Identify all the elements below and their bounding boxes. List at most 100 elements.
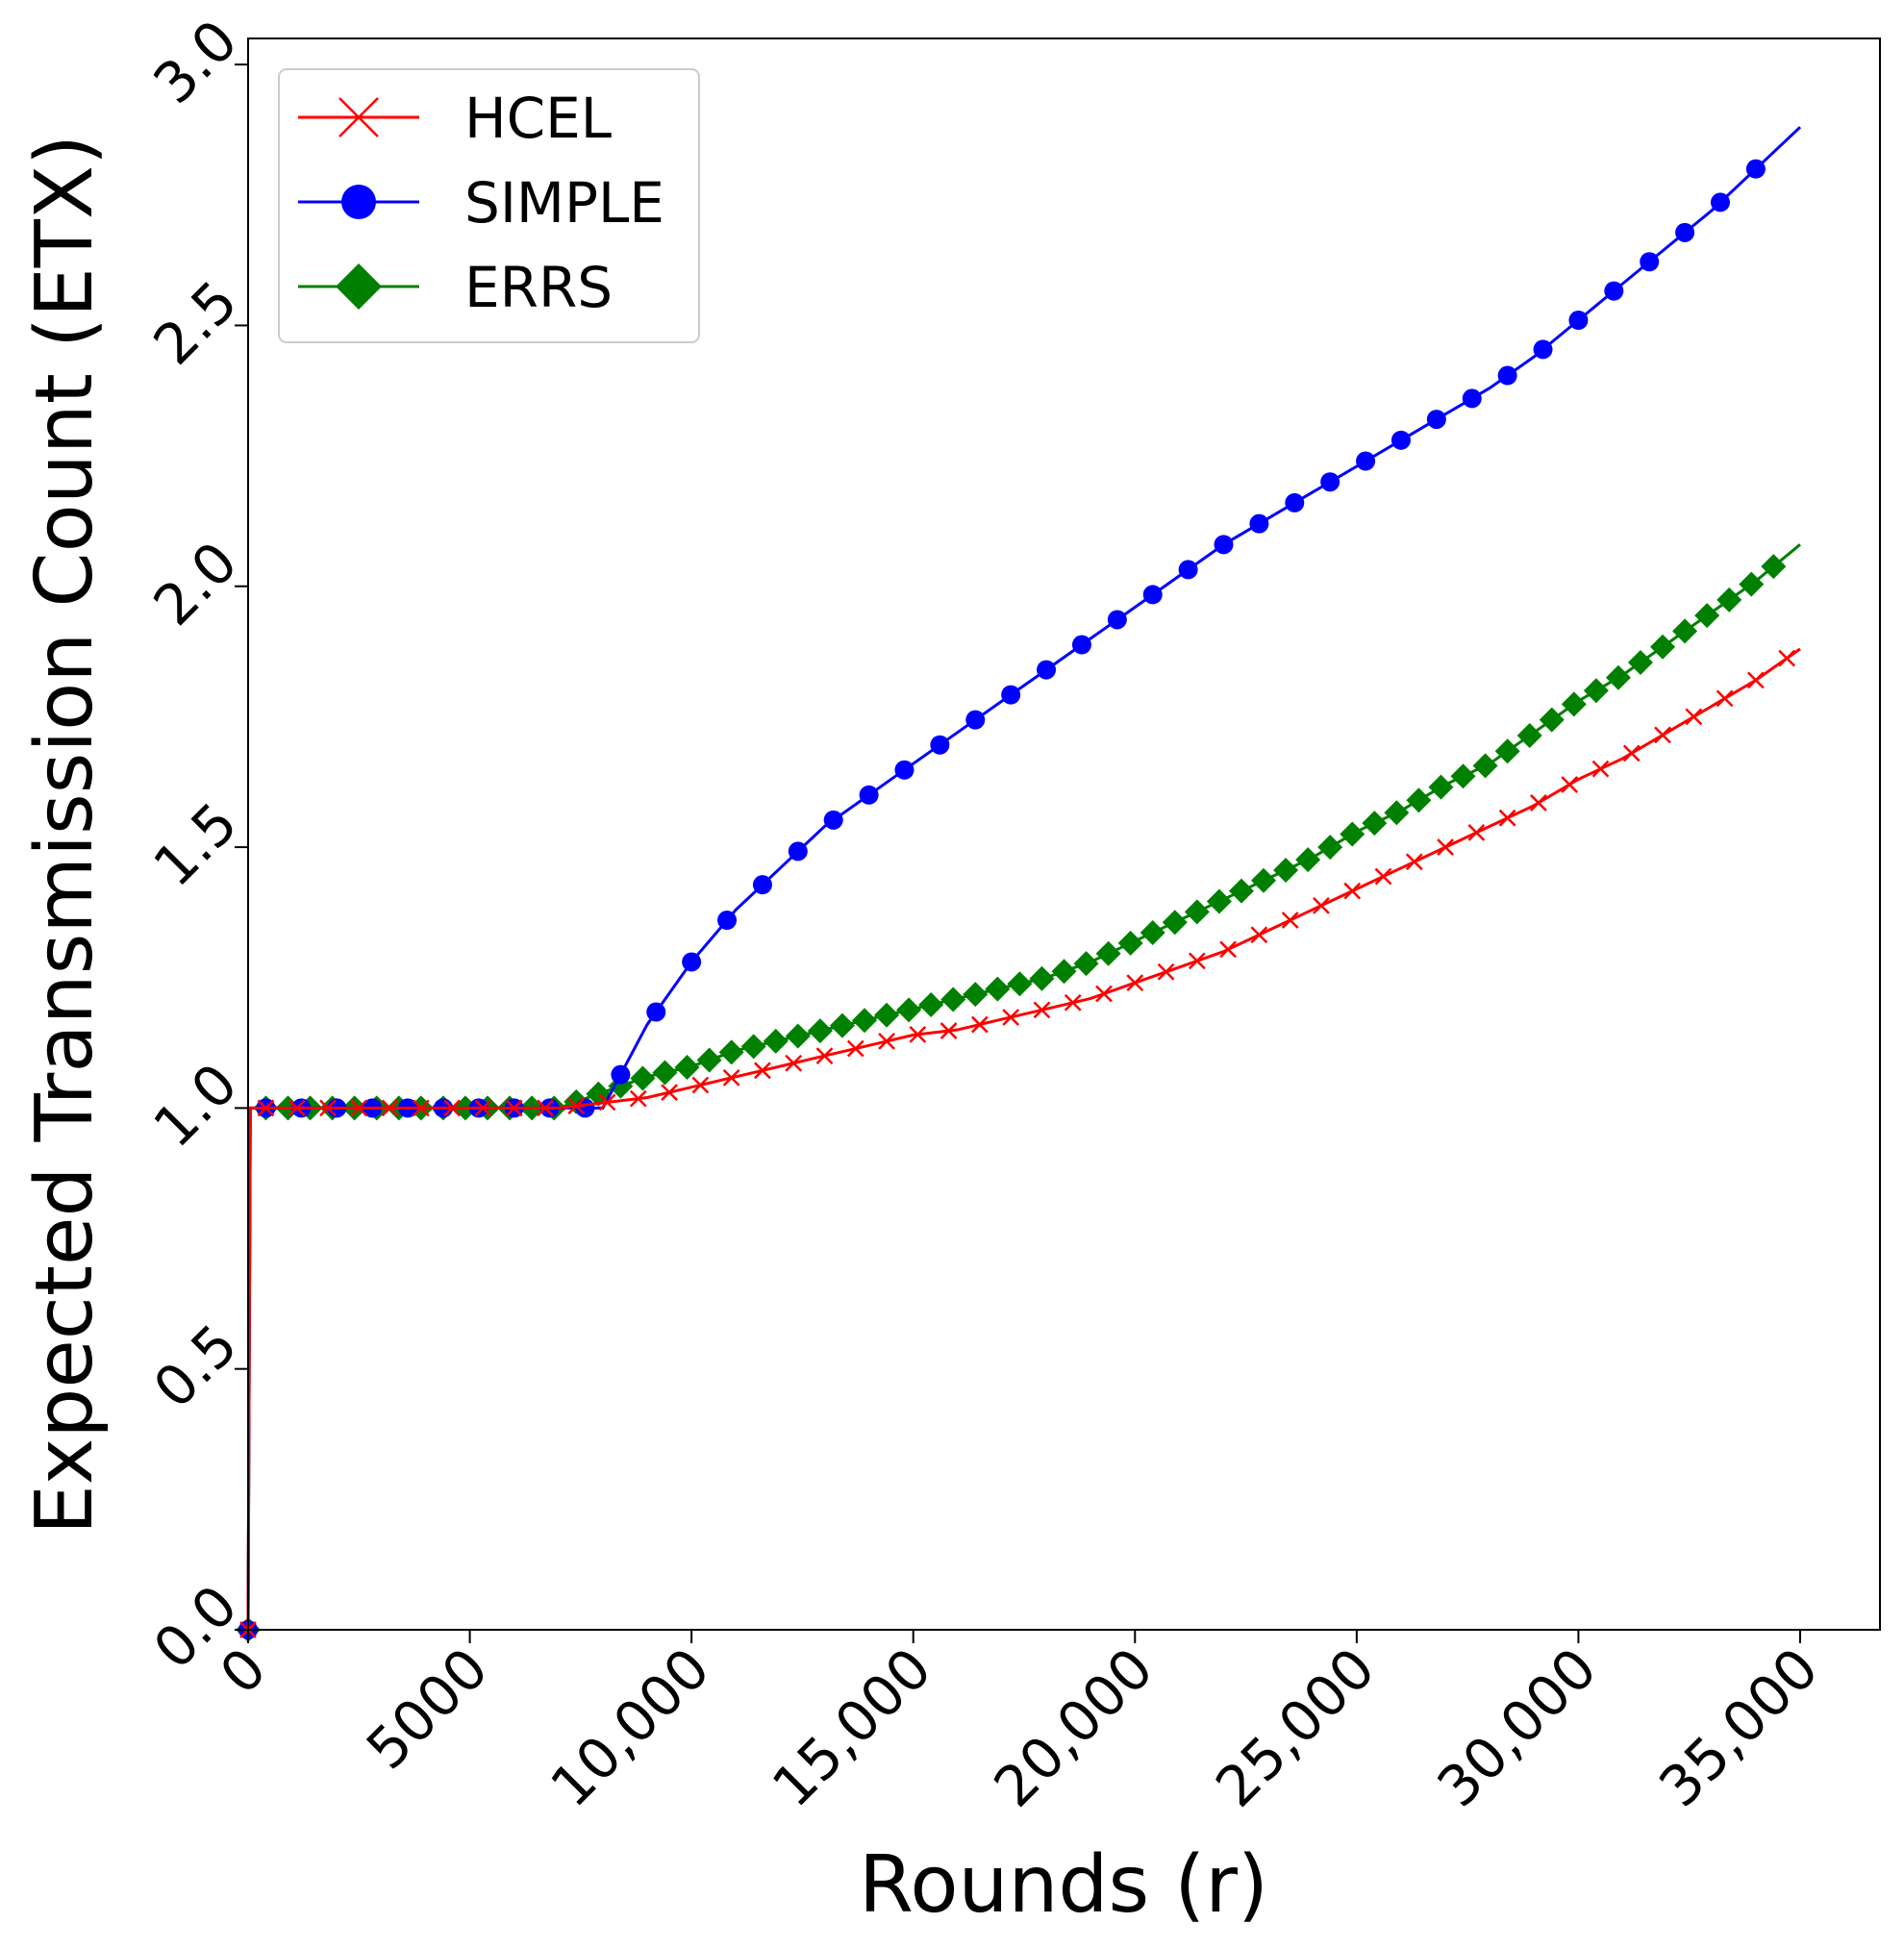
data-point xyxy=(1140,920,1165,946)
y-axis-title: Expected Transmission Count (ETX) xyxy=(19,135,111,1535)
data-point xyxy=(1604,281,1624,301)
data-point xyxy=(1672,618,1698,644)
data-point xyxy=(829,1012,855,1038)
data-point xyxy=(788,841,808,862)
data-point xyxy=(1317,835,1343,861)
data-point xyxy=(1384,800,1410,826)
data-point xyxy=(859,785,879,805)
data-point xyxy=(785,1023,811,1049)
data-point xyxy=(1498,809,1516,827)
data-point xyxy=(567,1097,586,1115)
data-point xyxy=(1095,940,1121,966)
data-point xyxy=(963,982,989,1008)
data-point xyxy=(646,1002,666,1022)
data-point xyxy=(896,997,922,1023)
data-point xyxy=(1362,811,1388,837)
data-point xyxy=(1374,867,1392,886)
data-point xyxy=(1206,888,1232,914)
data-point xyxy=(1650,634,1676,660)
legend-entry-errs: ERRS xyxy=(298,255,613,320)
data-point xyxy=(696,1047,722,1073)
data-point xyxy=(1561,776,1579,793)
data-point xyxy=(1071,635,1091,655)
data-point xyxy=(1426,410,1446,430)
data-point xyxy=(1746,671,1765,689)
x-tick-label: 5000 xyxy=(354,1636,500,1782)
legend-box xyxy=(278,68,700,343)
legend-label: ERRS xyxy=(464,255,613,320)
data-point xyxy=(505,1099,523,1117)
data-point xyxy=(1428,774,1454,800)
data-point xyxy=(1002,1009,1020,1026)
y-tick-label: 3.0 xyxy=(141,8,250,116)
data-point xyxy=(1107,610,1127,630)
data-point xyxy=(1450,763,1476,789)
legend-marker xyxy=(336,263,382,310)
data-point xyxy=(930,735,950,755)
x-tick-label: 35,000 xyxy=(1646,1636,1831,1820)
data-point xyxy=(846,1039,864,1058)
data-point xyxy=(1285,492,1305,512)
data-point xyxy=(1739,571,1765,597)
data-point xyxy=(1117,930,1143,956)
data-point xyxy=(1033,1001,1051,1019)
data-point xyxy=(1184,899,1210,925)
data-point xyxy=(1778,649,1796,667)
data-point xyxy=(1654,726,1671,744)
data-point xyxy=(629,1089,647,1108)
y-axis-ticks: 0.00.51.01.52.02.53.0 xyxy=(141,8,250,1682)
legend-label: SIMPLE xyxy=(464,170,664,236)
data-point xyxy=(1250,926,1268,944)
data-point xyxy=(909,1025,927,1043)
data-point xyxy=(740,1034,766,1060)
data-point xyxy=(940,987,966,1012)
legend-label: HCEL xyxy=(464,86,612,151)
data-point xyxy=(874,1002,900,1028)
data-point xyxy=(661,1084,678,1101)
data-point xyxy=(763,1028,789,1054)
data-point xyxy=(894,760,914,780)
x-tick-label: 30,000 xyxy=(1425,1636,1610,1820)
data-point xyxy=(1406,787,1432,813)
data-point xyxy=(257,1099,275,1117)
x-axis-title: Rounds (r) xyxy=(859,1839,1268,1931)
data-point xyxy=(1249,513,1269,534)
data-point xyxy=(1390,430,1411,450)
x-tick-label: 10,000 xyxy=(538,1636,722,1820)
data-point xyxy=(674,1055,700,1081)
data-point xyxy=(1591,760,1610,778)
x-tick-label: 20,000 xyxy=(982,1636,1166,1820)
y-tick-label: 2.0 xyxy=(141,529,250,637)
data-point xyxy=(1568,311,1589,331)
data-point xyxy=(815,1047,834,1064)
data-point xyxy=(754,1062,771,1080)
data-point xyxy=(717,911,738,931)
data-point xyxy=(1472,753,1498,779)
data-point xyxy=(1516,722,1542,748)
y-tick-label: 1.5 xyxy=(141,790,250,899)
data-point xyxy=(381,1099,399,1117)
data-point xyxy=(1162,910,1188,936)
data-point xyxy=(878,1033,895,1050)
y-tick-label: 0.5 xyxy=(141,1312,250,1420)
axes-layer xyxy=(247,37,1881,1631)
data-point xyxy=(1627,649,1653,675)
data-point xyxy=(722,1069,740,1087)
data-point xyxy=(1530,794,1547,812)
data-point xyxy=(1228,878,1254,904)
data-point xyxy=(1029,965,1055,991)
y-tick-label: 2.5 xyxy=(141,268,250,377)
data-point xyxy=(443,1099,462,1117)
data-point xyxy=(807,1018,833,1044)
legend-marker xyxy=(341,185,376,219)
data-point xyxy=(785,1054,803,1072)
data-point xyxy=(1095,985,1113,1003)
data-point xyxy=(1001,685,1021,705)
data-point xyxy=(1051,959,1077,985)
data-point xyxy=(1533,339,1553,360)
data-point xyxy=(918,991,944,1017)
data-point xyxy=(1007,971,1033,997)
data-point xyxy=(1281,912,1299,929)
data-point xyxy=(985,976,1011,1002)
